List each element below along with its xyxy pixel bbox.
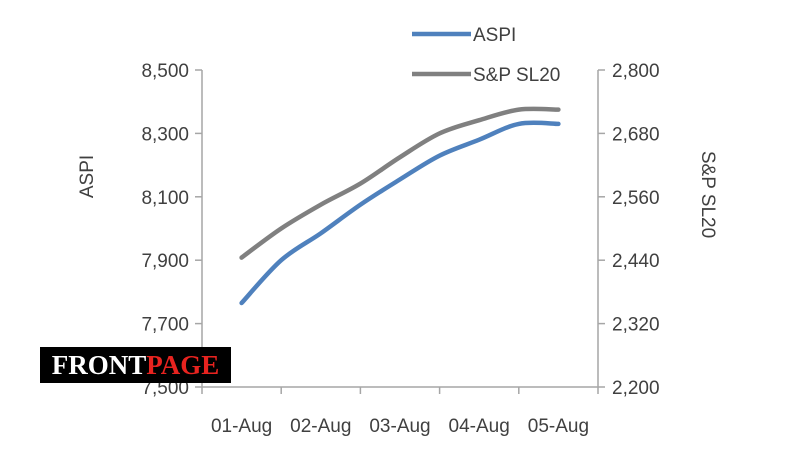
left-tick-label: 8,300	[141, 124, 189, 145]
legend-label-s-p-sl20: S&P SL20	[473, 65, 560, 86]
x-tick-label: 03-Aug	[369, 416, 430, 437]
right-tick-label: 2,680	[612, 124, 660, 145]
series-line-aspi	[239, 120, 561, 306]
x-tick-label: 04-Aug	[449, 416, 510, 437]
left-axis-title: ASPI	[77, 155, 98, 198]
left-tick-label: 7,500	[141, 378, 189, 399]
x-tick-label: 02-Aug	[290, 416, 351, 437]
right-tick-label: 2,320	[612, 315, 660, 336]
x-tick-label: 01-Aug	[211, 416, 272, 437]
logo-text-front: FRONT	[51, 350, 147, 380]
series-layer	[239, 106, 561, 306]
left-tick-label: 7,900	[141, 251, 189, 272]
frontpage-logo: FRONTPAGE	[40, 347, 231, 383]
x-tick-label: 05-Aug	[528, 416, 589, 437]
right-tick-label: 2,200	[612, 378, 660, 399]
legend: ASPI S&P SL20	[412, 25, 560, 86]
right-tick-label: 2,800	[612, 61, 660, 82]
right-tick-label: 2,560	[612, 188, 660, 209]
right-axis-title: S&P SL20	[697, 151, 718, 238]
left-tick-label: 7,700	[141, 315, 189, 336]
right-tick-label: 2,440	[612, 251, 660, 272]
logo-text-page: PAGE	[146, 350, 220, 380]
left-tick-label: 8,500	[141, 61, 189, 82]
legend-label-aspi: ASPI	[473, 25, 516, 46]
axes: 7,500 7,700 7,900 8,100 8,300 8,500 2,200 2,320…	[77, 61, 718, 437]
left-tick-label: 8,100	[141, 188, 189, 209]
series-line-s-p-sl20	[239, 106, 561, 260]
